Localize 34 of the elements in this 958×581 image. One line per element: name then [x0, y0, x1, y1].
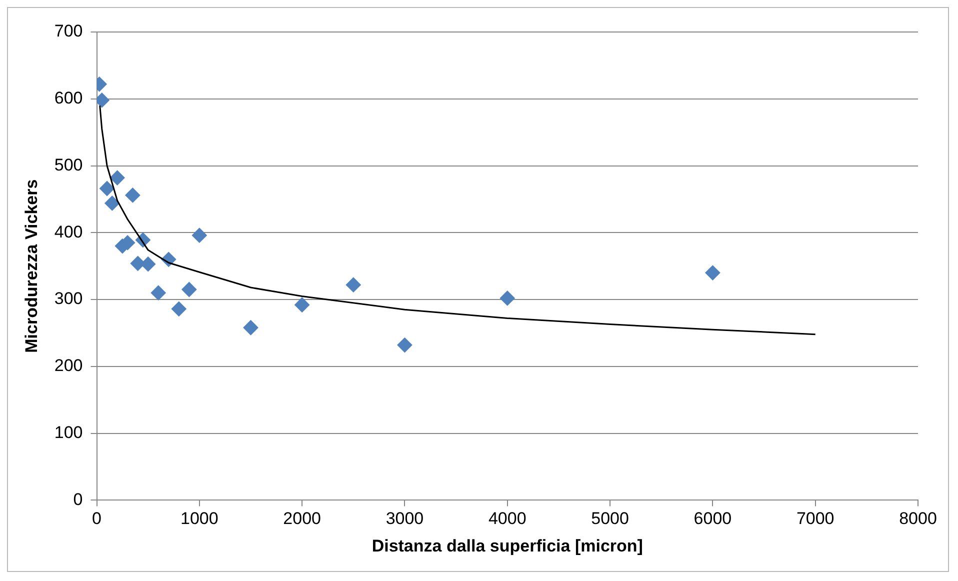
y-tick-label: 100: [54, 423, 83, 442]
y-tick-label: 700: [54, 22, 83, 41]
point: [346, 277, 361, 292]
y-tick-label: 200: [54, 356, 83, 376]
point: [171, 301, 186, 316]
point: [397, 338, 412, 353]
point: [140, 256, 156, 272]
point: [705, 265, 720, 280]
x-tick-label: 2000: [283, 509, 321, 528]
y-tick-label: 0: [73, 490, 83, 509]
x-tick-label: 4000: [488, 509, 526, 528]
x-tick-label: 1000: [180, 509, 218, 528]
y-tick-label: 600: [54, 88, 83, 108]
point: [125, 188, 140, 203]
x-axis-title: Distanza dalla superficia [micron]: [372, 536, 643, 556]
point: [243, 320, 258, 336]
point: [294, 297, 310, 312]
y-tick-label: 500: [54, 155, 83, 174]
y-axis-title: Microdurezza Vickers: [22, 179, 41, 353]
point: [192, 228, 207, 243]
point: [182, 282, 197, 298]
point: [110, 170, 125, 186]
point: [104, 196, 120, 211]
point: [100, 181, 115, 196]
x-tick-label: 3000: [386, 509, 424, 528]
x-tick-label: 5000: [591, 509, 629, 528]
point: [500, 290, 515, 306]
x-tick-label: 8000: [899, 509, 937, 528]
y-tick-label: 300: [54, 289, 83, 308]
x-tick-label: 6000: [694, 509, 732, 528]
point: [150, 285, 166, 300]
x-tick-label: 7000: [796, 509, 834, 528]
y-tick-label: 400: [54, 222, 83, 242]
x-tick-label: 0: [92, 509, 102, 528]
